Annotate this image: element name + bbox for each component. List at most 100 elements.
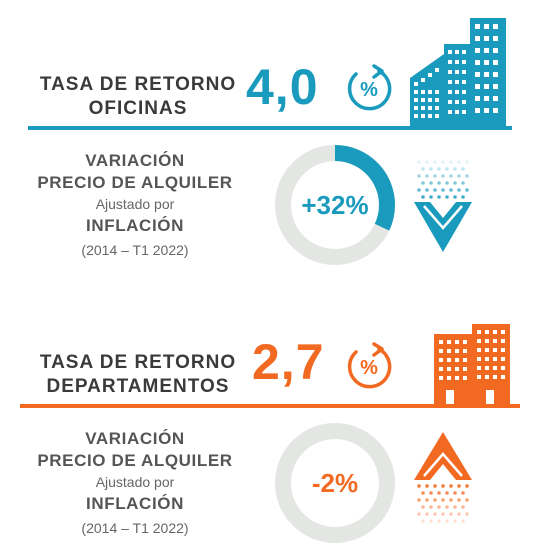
trend-dot bbox=[429, 519, 433, 523]
apartments-rate-value: 2,7 bbox=[252, 334, 325, 390]
trend-dot bbox=[417, 160, 421, 164]
trend-dot bbox=[445, 505, 449, 509]
trend-dot bbox=[457, 484, 461, 488]
trend-dot bbox=[421, 491, 425, 495]
offices-trend-down-arrow-icon bbox=[414, 160, 472, 252]
apartments-rate-label-line1: TASA DE RETORNO bbox=[39, 352, 237, 373]
trend-dot bbox=[465, 188, 469, 192]
offices-variation-inflation: INFLACIÓN bbox=[86, 216, 184, 235]
trend-dot bbox=[441, 160, 445, 164]
trend-dot bbox=[457, 498, 461, 502]
trend-dot bbox=[433, 174, 437, 178]
trend-dot bbox=[465, 484, 469, 488]
trend-dot bbox=[437, 181, 441, 185]
trend-dot bbox=[461, 491, 465, 495]
office-building-icon bbox=[410, 18, 506, 129]
trend-dot bbox=[429, 505, 433, 509]
offices-variation-adjusted: Ajustado por bbox=[95, 196, 175, 212]
offices-variation-ring bbox=[275, 145, 395, 265]
trend-dot bbox=[457, 512, 461, 516]
trend-dot bbox=[429, 167, 433, 171]
trend-dot bbox=[453, 167, 457, 171]
apartments-divider bbox=[20, 404, 520, 408]
offices-rate-label-line2: OFICINAS bbox=[88, 98, 188, 119]
offices-rate-value: 4,0 bbox=[246, 59, 319, 115]
trend-dot bbox=[441, 512, 445, 516]
apartments-variation-block: VARIACIÓN PRECIO DE ALQUILER Ajustado po… bbox=[20, 428, 250, 540]
apartments-variation-value: -2% bbox=[311, 468, 359, 498]
trend-dot bbox=[461, 195, 465, 199]
trend-dot bbox=[421, 505, 425, 509]
trend-dot bbox=[433, 484, 437, 488]
trend-dot bbox=[445, 195, 449, 199]
trend-dot bbox=[461, 167, 465, 171]
trend-dot bbox=[421, 181, 425, 185]
apartments-percent-symbol: % bbox=[360, 357, 378, 379]
trend-dot bbox=[457, 174, 461, 178]
trend-dot bbox=[425, 160, 429, 164]
trend-dot bbox=[449, 498, 453, 502]
trend-dot bbox=[417, 188, 421, 192]
trend-dot bbox=[433, 498, 437, 502]
trend-dot bbox=[461, 181, 465, 185]
trend-dot bbox=[441, 188, 445, 192]
trend-dot bbox=[433, 512, 437, 516]
apartments-variation-title-1: VARIACIÓN bbox=[85, 429, 185, 448]
trend-dot bbox=[457, 188, 461, 192]
trend-dot bbox=[449, 484, 453, 488]
trend-dot bbox=[429, 195, 433, 199]
trend-dot bbox=[445, 491, 449, 495]
trend-dot bbox=[445, 519, 449, 523]
trend-dot bbox=[425, 484, 429, 488]
trend-dot bbox=[417, 498, 421, 502]
offices-variation-value: +32% bbox=[301, 190, 369, 220]
apartments-trend-up-arrow-icon bbox=[414, 432, 472, 523]
apartments-percent-cycle-icon: % bbox=[347, 342, 392, 389]
trend-dot bbox=[425, 188, 429, 192]
offices-divider bbox=[28, 126, 512, 130]
offices-variation-title-2: PRECIO DE ALQUILER bbox=[37, 173, 233, 192]
trend-dot bbox=[465, 498, 469, 502]
trend-dot bbox=[461, 519, 465, 523]
trend-dot bbox=[421, 519, 425, 523]
offices-variation-title-1: VARIACIÓN bbox=[85, 151, 185, 170]
apartments-variation-period: (2014 – T1 2022) bbox=[81, 520, 189, 536]
apartments-variation-inflation: INFLACIÓN bbox=[86, 494, 184, 513]
offices-rate-label: TASA DE RETORNO OFICINAS bbox=[28, 73, 248, 121]
trend-dot bbox=[453, 181, 457, 185]
offices-variation-period: (2014 – T1 2022) bbox=[81, 242, 189, 258]
apartments-variation-ring bbox=[275, 423, 395, 543]
trend-dot bbox=[437, 519, 441, 523]
trend-dot bbox=[445, 181, 449, 185]
trend-dot bbox=[457, 160, 461, 164]
trend-dot bbox=[461, 505, 465, 509]
apartments-variation-title-2: PRECIO DE ALQUILER bbox=[37, 451, 233, 470]
apartments-ring-track bbox=[275, 423, 395, 543]
trend-dot bbox=[417, 484, 421, 488]
apartment-building-icon bbox=[434, 324, 510, 404]
trend-dot bbox=[425, 174, 429, 178]
trend-dot bbox=[433, 188, 437, 192]
offices-ring-fill bbox=[275, 145, 395, 265]
trend-dot bbox=[437, 167, 441, 171]
trend-dot bbox=[449, 160, 453, 164]
offices-variation-block: VARIACIÓN PRECIO DE ALQUILER Ajustado po… bbox=[20, 150, 250, 262]
trend-dot bbox=[429, 491, 433, 495]
trend-dot bbox=[465, 160, 469, 164]
trend-dot bbox=[465, 174, 469, 178]
trend-dot bbox=[433, 160, 437, 164]
trend-dot bbox=[429, 181, 433, 185]
trend-dot bbox=[449, 174, 453, 178]
trend-dot bbox=[437, 195, 441, 199]
trend-dot bbox=[453, 491, 457, 495]
trend-dot bbox=[417, 512, 421, 516]
trend-dot bbox=[445, 167, 449, 171]
apartments-variation-adjusted: Ajustado por bbox=[95, 474, 175, 490]
trend-dot bbox=[465, 512, 469, 516]
trend-dot bbox=[449, 512, 453, 516]
trend-dot bbox=[441, 174, 445, 178]
trend-dot bbox=[425, 498, 429, 502]
trend-dot bbox=[425, 512, 429, 516]
offices-rate-label-line1: TASA DE RETORNO bbox=[39, 74, 237, 95]
trend-dot bbox=[437, 491, 441, 495]
